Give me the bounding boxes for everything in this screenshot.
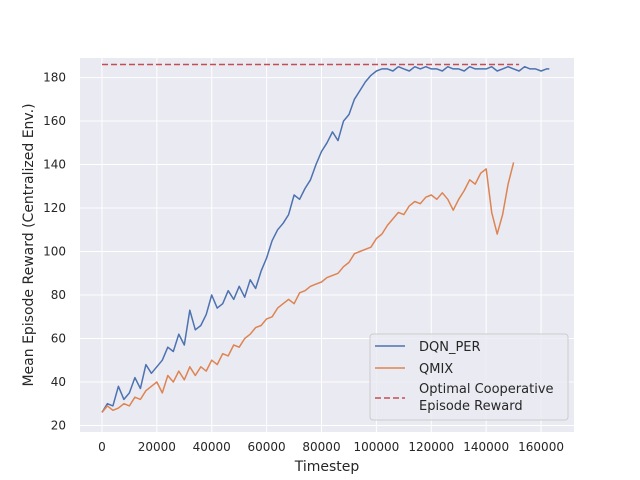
- y-tick-label: 120: [43, 201, 66, 215]
- legend-label: Episode Reward: [419, 399, 523, 414]
- legend-label: QMIX: [419, 362, 453, 377]
- x-tick-label: 40000: [193, 440, 231, 454]
- x-tick-label: 140000: [463, 440, 509, 454]
- y-tick-label: 80: [51, 288, 66, 302]
- legend: DQN_PER QMIX Optimal Cooperative Episode Re…: [369, 333, 569, 421]
- y-tick-label: 20: [51, 418, 66, 432]
- y-axis: 20 40 60 80 100 120 140 160 180: [43, 71, 66, 433]
- x-tick-label: 160000: [518, 440, 564, 454]
- x-axis: 0 20000 40000 60000 80000 100000 120000 140000 1…: [98, 440, 564, 454]
- x-axis-label: Timestep: [294, 459, 360, 475]
- series-line-2: [101, 162, 515, 413]
- y-tick-label: 140: [43, 158, 66, 172]
- legend-label: Optimal Cooperative: [419, 382, 554, 397]
- legend-label: DQN_PER: [419, 340, 481, 355]
- legend-box: [369, 333, 569, 421]
- series-line-1: [101, 65, 550, 413]
- x-tick-label: 20000: [138, 440, 176, 454]
- series-layer: [101, 63, 550, 413]
- y-tick-label: 40: [51, 375, 66, 389]
- y-tick-label: 100: [43, 245, 66, 259]
- y-tick-label: 60: [51, 332, 66, 346]
- y-tick-label: 160: [43, 114, 66, 128]
- x-tick-label: 0: [98, 440, 106, 454]
- x-tick-label: 80000: [302, 440, 340, 454]
- x-tick-label: 120000: [408, 440, 454, 454]
- x-tick-label: 60000: [248, 440, 286, 454]
- y-tick-label: 180: [43, 71, 66, 85]
- y-axis-label: Mean Episode Reward (Centralized Env.): [21, 103, 37, 386]
- x-tick-label: 100000: [353, 440, 399, 454]
